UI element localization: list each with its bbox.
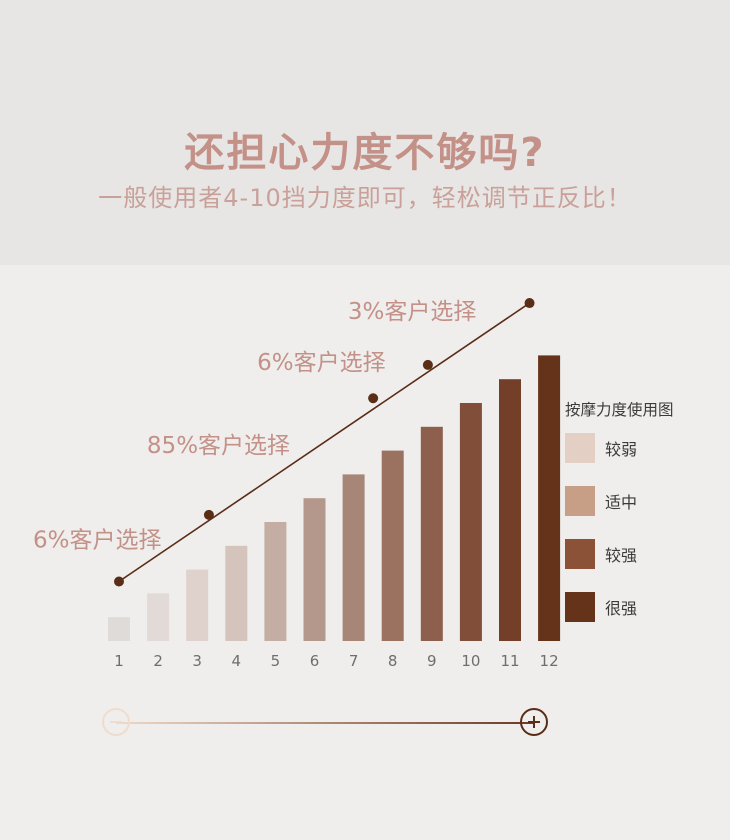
page-title: 还担心力度不够吗? bbox=[184, 130, 546, 176]
x-tick-label: 12 bbox=[540, 652, 559, 670]
trend-point bbox=[524, 298, 535, 309]
bar-level-8 bbox=[381, 450, 404, 641]
legend-label: 适中 bbox=[605, 493, 638, 512]
x-tick-label: 8 bbox=[388, 652, 398, 670]
slider-track[interactable] bbox=[116, 722, 534, 724]
bar-level-11 bbox=[499, 379, 521, 641]
bar-level-2 bbox=[147, 593, 170, 641]
x-tick-label: 7 bbox=[349, 652, 359, 670]
x-tick-label: 9 bbox=[427, 652, 437, 670]
header-banner bbox=[0, 0, 730, 265]
bar-level-12 bbox=[538, 355, 561, 641]
page-subtitle: 一般使用者4-10挡力度即可，轻松调节正反比！ bbox=[98, 184, 632, 212]
trend-point bbox=[368, 393, 379, 404]
trend-point bbox=[114, 576, 124, 587]
legend-label: 很强 bbox=[605, 599, 638, 618]
legend-item-very-strong: 很强 bbox=[565, 591, 725, 623]
x-tick-label: 1 bbox=[114, 652, 124, 670]
x-tick-label: 6 bbox=[310, 652, 320, 670]
legend-swatch bbox=[565, 433, 595, 463]
share-annotation: 3%客户选择 bbox=[348, 299, 477, 325]
legend-swatch bbox=[565, 539, 595, 569]
legend-label: 较弱 bbox=[605, 440, 638, 459]
bar-level-10 bbox=[459, 403, 482, 641]
x-tick-label: 5 bbox=[271, 652, 281, 670]
x-tick-label: 2 bbox=[153, 652, 163, 670]
legend-swatch bbox=[565, 486, 595, 516]
trend-point bbox=[203, 509, 214, 520]
legend-swatch bbox=[565, 592, 595, 622]
bar-level-5 bbox=[264, 522, 287, 641]
bar-level-1 bbox=[108, 617, 130, 641]
legend-item-strong: 较强 bbox=[565, 538, 725, 570]
share-annotation: 6%客户选择 bbox=[33, 528, 162, 554]
share-annotation: 6%客户选择 bbox=[257, 350, 386, 376]
legend-item-weak: 较弱 bbox=[565, 432, 725, 464]
x-tick-label: 10 bbox=[461, 652, 480, 670]
legend-title: 按摩力度使用图 bbox=[565, 401, 674, 419]
legend-item-medium: 适中 bbox=[565, 485, 725, 517]
plus-circle-icon[interactable] bbox=[520, 708, 548, 736]
chart-legend: 按摩力度使用图 较弱 适中 较强 很强 bbox=[565, 398, 725, 644]
bar-level-3 bbox=[186, 569, 209, 641]
x-tick-label: 3 bbox=[192, 652, 202, 670]
legend-label: 较强 bbox=[605, 546, 638, 565]
bar-level-4 bbox=[225, 545, 248, 641]
x-tick-label: 11 bbox=[500, 652, 519, 670]
bar-level-7 bbox=[342, 474, 365, 641]
x-tick-label: 4 bbox=[232, 652, 242, 670]
share-annotation: 85%客户选择 bbox=[147, 433, 290, 459]
minus-circle-icon[interactable] bbox=[102, 708, 130, 736]
bar-level-9 bbox=[420, 426, 443, 641]
trend-line bbox=[118, 302, 530, 583]
bar-level-6 bbox=[303, 498, 326, 641]
strength-slider[interactable] bbox=[98, 705, 552, 741]
trend-point bbox=[422, 359, 433, 370]
